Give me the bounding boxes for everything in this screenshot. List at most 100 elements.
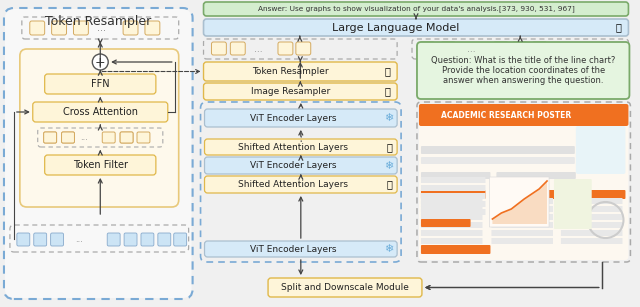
FancyBboxPatch shape [419, 104, 628, 126]
FancyBboxPatch shape [512, 42, 527, 55]
FancyBboxPatch shape [158, 233, 171, 246]
FancyBboxPatch shape [137, 132, 150, 143]
FancyBboxPatch shape [205, 157, 397, 174]
FancyBboxPatch shape [421, 172, 490, 179]
FancyBboxPatch shape [554, 179, 592, 229]
FancyBboxPatch shape [561, 206, 623, 212]
FancyBboxPatch shape [205, 176, 397, 193]
FancyBboxPatch shape [492, 198, 553, 204]
FancyBboxPatch shape [492, 238, 553, 244]
Text: ❄: ❄ [385, 161, 394, 170]
Text: 🔥: 🔥 [384, 87, 390, 96]
Text: ViT Encoder Layers: ViT Encoder Layers [250, 244, 336, 254]
Text: ❄: ❄ [385, 113, 394, 123]
FancyBboxPatch shape [561, 214, 623, 220]
Text: 🔥: 🔥 [384, 67, 390, 76]
Polygon shape [492, 181, 547, 224]
FancyBboxPatch shape [205, 109, 397, 127]
FancyBboxPatch shape [268, 278, 422, 297]
Text: Token Filter: Token Filter [73, 160, 128, 170]
Text: 🔥: 🔥 [386, 180, 392, 189]
FancyBboxPatch shape [44, 132, 56, 143]
Text: ...: ... [97, 23, 106, 33]
FancyBboxPatch shape [421, 201, 486, 207]
FancyBboxPatch shape [421, 157, 575, 164]
FancyBboxPatch shape [421, 198, 483, 204]
Text: Token Resampler: Token Resampler [45, 14, 152, 28]
FancyBboxPatch shape [120, 132, 133, 143]
Text: Answer: Use graphs to show visualization of your data's analysis.[373, 930, 531,: Answer: Use graphs to show visualization… [257, 6, 575, 12]
FancyBboxPatch shape [421, 245, 490, 254]
FancyBboxPatch shape [497, 172, 576, 179]
FancyBboxPatch shape [141, 233, 154, 246]
FancyBboxPatch shape [492, 206, 553, 212]
FancyBboxPatch shape [74, 21, 88, 35]
FancyBboxPatch shape [421, 185, 486, 191]
FancyBboxPatch shape [420, 42, 435, 55]
Text: ⋮: ⋮ [294, 130, 307, 143]
FancyBboxPatch shape [492, 190, 556, 199]
FancyBboxPatch shape [492, 230, 553, 236]
FancyBboxPatch shape [120, 132, 133, 143]
FancyBboxPatch shape [33, 102, 168, 122]
Text: Large Language Model: Large Language Model [332, 22, 460, 33]
FancyBboxPatch shape [532, 42, 547, 55]
FancyBboxPatch shape [204, 19, 628, 36]
FancyBboxPatch shape [419, 104, 628, 260]
FancyBboxPatch shape [492, 222, 553, 228]
FancyBboxPatch shape [490, 177, 549, 227]
FancyBboxPatch shape [492, 214, 553, 220]
FancyBboxPatch shape [493, 42, 508, 55]
Text: FFN: FFN [91, 79, 109, 89]
Text: ...: ... [467, 45, 476, 53]
FancyBboxPatch shape [421, 222, 483, 228]
FancyBboxPatch shape [124, 233, 137, 246]
Text: Token Resampler: Token Resampler [252, 67, 329, 76]
FancyBboxPatch shape [421, 206, 483, 212]
Text: ...: ... [254, 45, 262, 53]
FancyBboxPatch shape [204, 62, 397, 81]
Text: Question: What is the title of the line chart?
Provide the location coordinates : Question: What is the title of the line … [431, 56, 616, 85]
FancyBboxPatch shape [421, 238, 483, 244]
FancyBboxPatch shape [17, 233, 30, 246]
Text: ...: ... [76, 235, 83, 243]
FancyBboxPatch shape [5, 9, 191, 298]
FancyBboxPatch shape [561, 238, 623, 244]
Text: Shifted Attention Layers: Shifted Attention Layers [238, 142, 348, 151]
FancyBboxPatch shape [205, 241, 397, 257]
FancyBboxPatch shape [421, 177, 486, 183]
FancyBboxPatch shape [145, 21, 160, 35]
FancyBboxPatch shape [421, 209, 486, 215]
Circle shape [92, 54, 108, 70]
Text: ❄: ❄ [385, 244, 394, 254]
FancyBboxPatch shape [211, 42, 227, 55]
FancyBboxPatch shape [204, 2, 628, 16]
FancyBboxPatch shape [421, 214, 483, 220]
FancyBboxPatch shape [45, 155, 156, 175]
FancyBboxPatch shape [230, 42, 245, 55]
Text: 🔥: 🔥 [386, 142, 392, 152]
FancyBboxPatch shape [296, 42, 311, 55]
FancyBboxPatch shape [421, 193, 486, 199]
Text: +: + [95, 56, 106, 68]
FancyBboxPatch shape [204, 83, 397, 100]
FancyBboxPatch shape [123, 21, 138, 35]
FancyBboxPatch shape [441, 42, 456, 55]
Text: Cross Attention: Cross Attention [63, 107, 138, 117]
FancyBboxPatch shape [561, 222, 623, 228]
Text: ...: ... [81, 133, 88, 142]
FancyBboxPatch shape [34, 233, 47, 246]
Text: Image Resampler: Image Resampler [251, 87, 330, 96]
FancyBboxPatch shape [205, 139, 397, 155]
FancyBboxPatch shape [421, 190, 486, 199]
FancyBboxPatch shape [421, 230, 483, 236]
FancyBboxPatch shape [561, 190, 625, 199]
FancyBboxPatch shape [30, 21, 45, 35]
Text: ACADEMIC RESEARCH POSTER: ACADEMIC RESEARCH POSTER [441, 111, 571, 119]
FancyBboxPatch shape [51, 233, 63, 246]
FancyBboxPatch shape [52, 21, 67, 35]
FancyBboxPatch shape [421, 146, 575, 154]
FancyBboxPatch shape [61, 132, 74, 143]
FancyBboxPatch shape [61, 132, 74, 143]
FancyBboxPatch shape [561, 198, 623, 204]
